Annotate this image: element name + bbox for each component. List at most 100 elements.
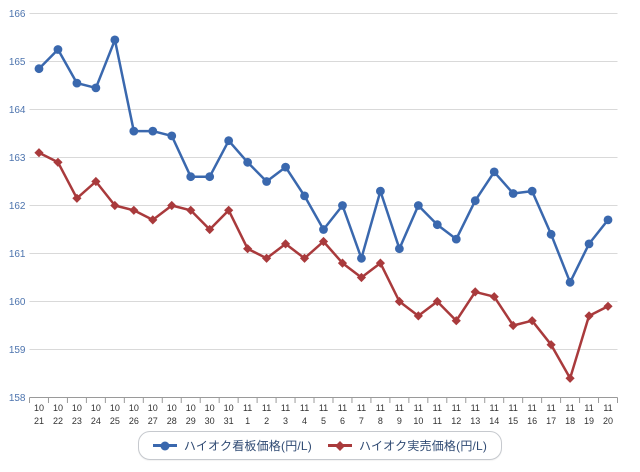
- actual-price-point: [546, 340, 556, 350]
- actual-price-point: [34, 148, 44, 158]
- chart-legend: ハイオク看板価格(円/L) ハイオク実売価格(円/L): [0, 431, 640, 460]
- actual-price-point: [527, 316, 537, 326]
- x-tick-label-day: 22: [53, 416, 63, 426]
- x-tick-label-day: 27: [148, 416, 158, 426]
- x-tick-label-month: 11: [584, 403, 593, 413]
- x-tick-label-day: 13: [470, 416, 480, 426]
- y-tick-label: 165: [9, 57, 26, 68]
- signboard-price-point: [281, 162, 290, 172]
- actual-price-point: [205, 224, 215, 235]
- actual-price-point: [375, 258, 386, 268]
- x-tick-label-day: 5: [321, 416, 326, 426]
- signboard-price-point: [376, 186, 385, 196]
- signboard-price-point: [186, 172, 196, 182]
- actual-price-point: [167, 200, 177, 211]
- x-tick-label-day: 1: [245, 416, 250, 426]
- signboard-price-point: [72, 78, 82, 88]
- x-tick-label-month: 11: [452, 403, 461, 413]
- signboard-price-point: [470, 196, 480, 206]
- signboard-price-point: [527, 186, 537, 196]
- x-tick-label-day: 18: [565, 416, 575, 426]
- actual-price-point: [337, 258, 348, 268]
- signboard-price-point: [129, 126, 139, 136]
- x-tick-label-day: 19: [584, 416, 594, 426]
- signboard-price-point: [110, 35, 120, 45]
- y-tick-label: 162: [9, 201, 26, 212]
- x-tick-label-month: 10: [110, 403, 120, 413]
- actual-price-point: [451, 316, 461, 326]
- y-tick-label: 164: [9, 105, 26, 116]
- actual-price-point: [470, 287, 480, 297]
- signboard-price-point: [243, 157, 253, 167]
- x-tick-label-month: 11: [357, 403, 366, 413]
- actual-price-line: [37, 151, 610, 380]
- actual-series-line-diamond-icon: [328, 440, 352, 451]
- x-tick-label-day: 6: [340, 416, 345, 426]
- x-tick-label-day: 4: [302, 416, 307, 426]
- x-tick-label-month: 11: [433, 403, 442, 413]
- x-tick-label-day: 3: [283, 416, 288, 426]
- x-tick-label-day: 15: [508, 416, 518, 426]
- actual-price-point: [280, 239, 291, 249]
- x-tick-label-month: 11: [243, 403, 252, 413]
- signboard-series-line-circle-icon: [152, 441, 177, 450]
- signboard-price-point: [413, 201, 423, 210]
- x-tick-label-day: 20: [603, 416, 613, 426]
- x-tick-label-day: 28: [167, 416, 177, 426]
- x-tick-label-month: 10: [72, 403, 82, 413]
- actual-price-point: [72, 193, 82, 203]
- x-tick-label-day: 31: [224, 416, 234, 426]
- signboard-price-point: [451, 234, 461, 244]
- actual-price-point: [53, 157, 63, 167]
- x-tick-label-day: 12: [451, 416, 461, 426]
- signboard-price-point: [584, 239, 594, 249]
- x-tick-label-month: 10: [186, 403, 196, 413]
- x-tick-label-month: 10: [91, 403, 101, 413]
- y-tick-label: 163: [9, 153, 26, 164]
- x-tick-label-month: 11: [509, 403, 518, 413]
- signboard-price-point: [91, 83, 101, 93]
- x-tick-label-month: 11: [565, 403, 574, 413]
- x-tick-label-day: 23: [72, 416, 82, 426]
- signboard-price-point: [53, 45, 63, 54]
- signboard-price-point: [603, 215, 613, 225]
- actual-price-point: [110, 200, 120, 211]
- y-tick-label: 161: [9, 249, 26, 260]
- x-tick-label-month: 11: [546, 403, 555, 413]
- x-tick-label-month: 11: [281, 403, 290, 413]
- x-tick-label-day: 14: [489, 416, 499, 426]
- x-tick-label-month: 11: [376, 403, 385, 413]
- actual-price-point: [148, 215, 158, 225]
- signboard-price-point: [205, 172, 215, 182]
- actual-price-point: [603, 301, 613, 311]
- signboard-price-point: [489, 167, 499, 177]
- actual-price-point: [508, 320, 518, 331]
- x-tick-label-month: 10: [167, 403, 177, 413]
- signboard-price-point: [34, 64, 44, 74]
- x-tick-label-day: 8: [378, 416, 383, 426]
- actual-price-point: [413, 311, 423, 321]
- y-tick-label: 166: [9, 9, 26, 20]
- signboard-price-point: [546, 229, 556, 239]
- actual-price-point: [299, 253, 310, 263]
- x-tick-label-day: 24: [91, 416, 101, 426]
- actual-price-point: [224, 205, 234, 215]
- x-tick-label-month: 11: [300, 403, 309, 413]
- x-tick-label-month: 11: [414, 403, 423, 413]
- signboard-price-point: [394, 244, 404, 254]
- x-tick-label-day: 29: [186, 416, 196, 426]
- signboard-price-point: [224, 136, 234, 146]
- x-tick-label-month: 10: [129, 403, 139, 413]
- signboard-price-point: [565, 277, 575, 287]
- signboard-price-point: [432, 220, 442, 230]
- actual-price-point: [186, 205, 196, 215]
- x-tick-label-month: 11: [603, 403, 612, 413]
- x-tick-label-month: 11: [471, 403, 480, 413]
- legend-box: ハイオク看板価格(円/L) ハイオク実売価格(円/L): [137, 431, 503, 460]
- actual-price-point: [318, 236, 329, 247]
- actual-price-point: [565, 373, 575, 383]
- x-tick-label-day: 30: [205, 416, 215, 426]
- signboard-price-point: [319, 225, 328, 234]
- x-tick-label-month: 10: [148, 403, 158, 413]
